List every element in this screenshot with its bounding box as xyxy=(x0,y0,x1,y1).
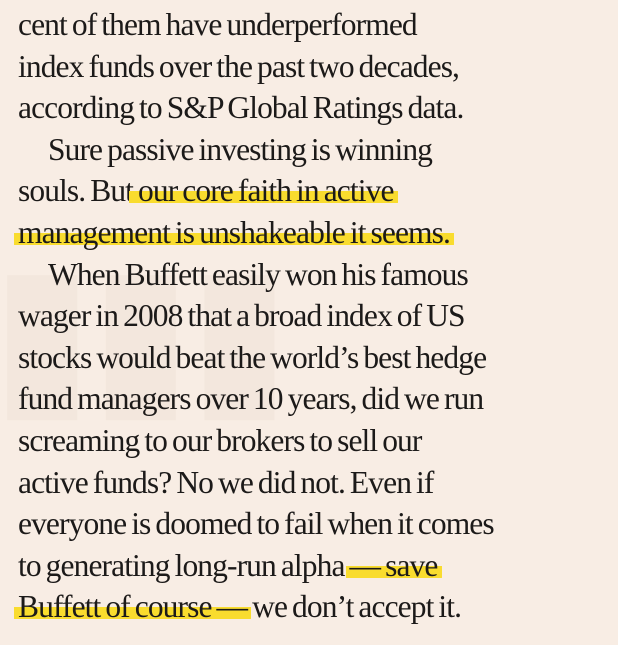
paragraph-3-line: wager in 2008 that a broad index of US xyxy=(18,298,466,334)
body-text: to generating long-run alpha xyxy=(18,547,350,583)
body-line: index funds over the past two decades, xyxy=(18,48,460,84)
highlighted-text: our core faith in active xyxy=(129,173,398,209)
paragraph-2-line-2: souls. But our core faith in active xyxy=(18,170,608,212)
paragraph-3-line: active funds? No we did not. Even if xyxy=(18,464,434,500)
paragraph-3-line: When Buffett easily won his famous xyxy=(48,256,469,292)
paragraph-3-line: fund managers over 10 years, did we run xyxy=(18,381,484,417)
paragraph-3-line: everyone is doomed to fail when it comes xyxy=(18,506,495,542)
paragraph-2-line-3: management is unshakeable it seems. xyxy=(14,212,608,254)
body-line: cent of them have underperformed xyxy=(18,7,418,42)
highlighted-text: Buffett of course — xyxy=(14,589,252,625)
highlighted-text: — save xyxy=(345,547,442,583)
paragraph-3-line: stocks would beat the world’s best hedge xyxy=(18,339,487,375)
body-text: souls. But xyxy=(18,173,134,209)
body-text: we don’t accept it. xyxy=(247,589,462,625)
body-line: according to S&P Global Ratings data. xyxy=(18,90,464,126)
paragraph-3-line: screaming to our brokers to sell our xyxy=(18,422,422,458)
highlighted-text: management is unshakeable it seems. xyxy=(14,214,454,250)
paragraph-2-line-1: Sure passive investing is winning xyxy=(48,131,433,167)
article-body: cent of them have underperformed index f… xyxy=(14,4,608,628)
paragraph-3-line-8: to generating long-run alpha — save xyxy=(18,545,608,587)
paragraph-3-line-9: Buffett of course — we don’t accept it. xyxy=(14,586,608,628)
